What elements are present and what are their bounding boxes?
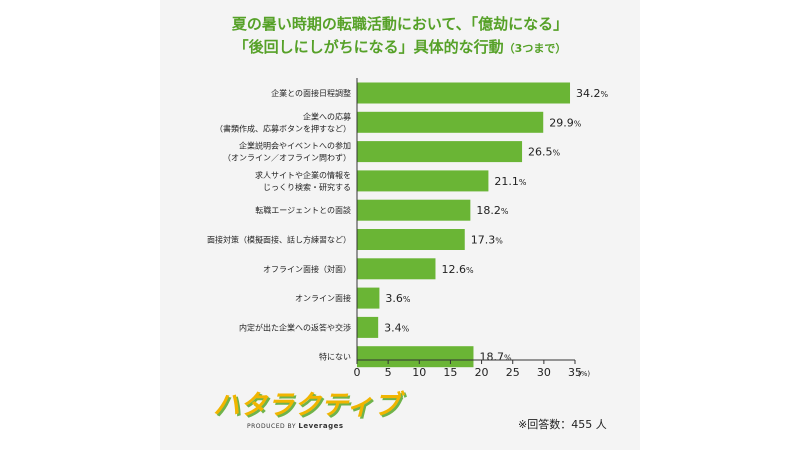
bar-value-label: 29.9% [549,116,582,129]
category-label: 転職エージェントとの面談 [255,205,351,215]
bar [357,199,471,221]
bar [357,111,544,133]
chart-title-main: 「後回しにしがちになる」具体的な行動 [233,38,504,56]
bar [357,170,489,192]
bar [357,287,380,309]
bar [357,258,436,280]
logo-byline: PRODUCED BY Leverages [247,422,400,430]
bar-value-label: 18.7% [479,351,512,364]
x-tick-label: 0 [354,366,361,379]
bar [357,229,465,250]
category-label: 企業説明会やイベントへの参加 [239,141,351,151]
bar-value-label: 18.2% [476,204,509,217]
hataractive-logo: ハタラクティブ PRODUCED BY Leverages [213,390,401,431]
category-label: 面接対策（模擬面接、話し方練習など） [207,235,351,245]
category-label: オンライン面接 [295,293,351,303]
x-tick-label: 25 [506,366,520,379]
x-tick-label: 30 [537,366,551,379]
category-label: 内定が出た企業への返答や交渉 [239,322,351,332]
x-tick-label: 15 [443,366,457,379]
category-label: オフライン面接（対面） [263,264,351,274]
logo-company: Leverages [298,422,344,430]
category-label: 求人サイトや企業の情報を [255,170,351,180]
x-tick-label: 20 [475,366,489,379]
chart-title-line2: 「後回しにしがちになる」具体的な行動（3つまで） [160,36,640,57]
chart-title-line1: 夏の暑い時期の転職活動において、「億劫になる」 [231,15,569,33]
logo-produced-by: PRODUCED BY [247,423,296,430]
category-label: 特にない [319,352,351,362]
chart-title-suffix: （3つまで） [503,42,567,55]
logo-wordmark: ハタラクティブ [213,390,401,421]
bar-value-label: 34.2% [576,87,609,100]
x-tick-label: 35 [568,366,582,379]
x-tick-label: 5 [385,366,392,379]
category-label: じっくり検索・研究する [263,182,351,192]
bar-value-label: 3.4% [384,321,410,334]
bar [357,82,571,104]
bar [357,141,523,163]
bar-value-label: 3.6% [385,292,411,305]
category-label: 企業への応募 [303,111,351,121]
bar-value-label: 12.6% [441,263,474,276]
chart-card [160,0,640,450]
bar [357,346,474,368]
bar-value-label: 21.1% [494,175,527,188]
x-axis-unit: (%) [578,370,590,378]
category-label: （オンライン／オフライン問わず） [223,153,351,163]
respondents-note: ※回答数：455 人 [518,418,607,431]
bar [357,316,379,338]
bar-value-label: 26.5% [528,146,561,159]
category-label: 企業との面接日程調整 [271,88,351,98]
bar-value-label: 17.3% [471,234,504,247]
x-tick-label: 10 [412,366,426,379]
category-label: （書類作成、応募ボタンを押すなど） [215,123,351,133]
